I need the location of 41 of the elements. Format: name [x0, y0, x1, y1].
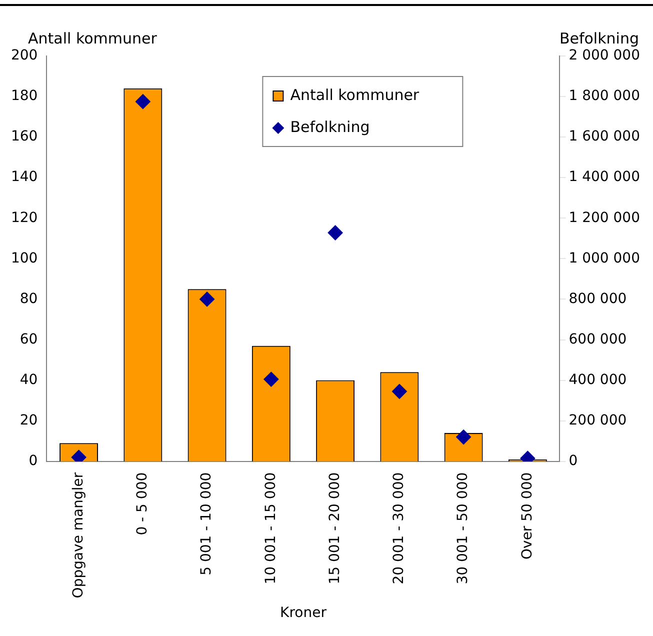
y2-tick-label: 1 800 000 — [568, 88, 640, 104]
x-tick-label: 5 001 - 10 000 — [198, 472, 215, 576]
y-tick-label: 20 — [20, 412, 38, 428]
x-tick-label: 0 - 5 000 — [134, 472, 151, 536]
y2-tick-label: 1 400 000 — [568, 169, 640, 186]
y2-tick-label: 2 000 000 — [568, 48, 640, 64]
y-tick-label: 40 — [20, 372, 38, 388]
x-tick-label: Over 50 000 — [519, 472, 536, 560]
y2-tick-label: 0 — [568, 453, 578, 469]
y2-tick-label: 600 000 — [568, 331, 627, 348]
point — [135, 94, 150, 110]
point — [200, 292, 215, 307]
x-axis-title: Kroner — [280, 605, 327, 622]
y2-tick-label: 1 200 000 — [568, 210, 640, 226]
y2-axis-title: Befolkning — [559, 29, 639, 48]
x-tick-label: 30 001 - 50 000 — [455, 472, 472, 584]
y2-tick-label: 400 000 — [568, 372, 627, 388]
legend-label: Antall kommuner — [290, 86, 420, 104]
y-tick-label: 140 — [10, 169, 38, 186]
point — [456, 430, 472, 445]
x-tick-label: Oppgave mangler — [70, 472, 86, 598]
y2-tick-label: 1 000 000 — [568, 250, 640, 266]
point — [264, 372, 279, 387]
y2-tick-label: 1 600 000 — [568, 128, 640, 145]
y-tick-label: 80 — [20, 290, 38, 307]
y-tick-label: 0 — [28, 453, 38, 469]
y-tick-label: 60 — [20, 331, 38, 348]
y-tick-label: 180 — [10, 88, 38, 104]
y-tick-label: 200 — [10, 48, 38, 64]
x-tick-label: 10 001 - 15 000 — [262, 472, 279, 584]
point — [328, 225, 343, 240]
x-tick-label: 15 001 - 20 000 — [326, 472, 343, 584]
point — [392, 384, 407, 399]
y-tick-label: 160 — [10, 128, 38, 145]
x-tick-label: 20 001 - 30 000 — [391, 472, 408, 584]
y-axis-title: Antall kommuner — [28, 29, 158, 48]
y2-tick-label: 200 000 — [568, 412, 627, 428]
legend-label: Befolkning — [290, 118, 370, 136]
y-tick-label: 100 — [10, 250, 38, 266]
y-tick-label: 120 — [10, 210, 38, 226]
y2-tick-label: 800 000 — [568, 290, 627, 307]
